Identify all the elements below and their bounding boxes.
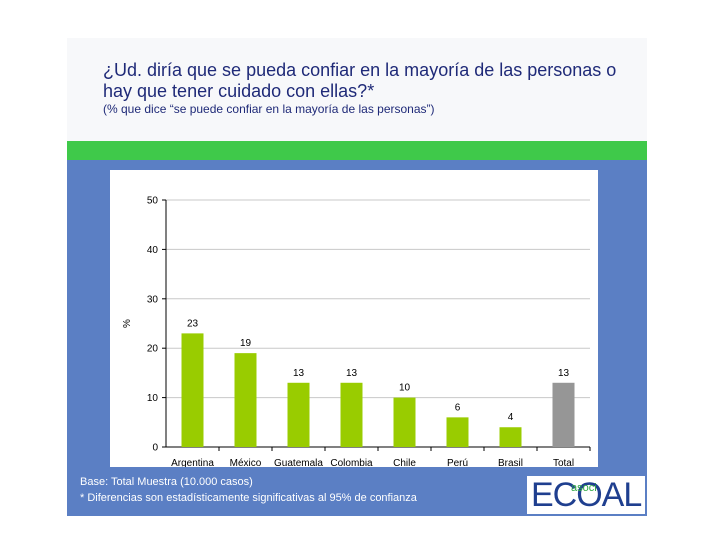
x-tick-label: Chile: [393, 458, 416, 467]
chart-question-title: ¿Ud. diría que se pueda confiar en la ma…: [103, 60, 617, 101]
data-label: 13: [558, 368, 570, 379]
bar: [552, 382, 575, 447]
y-tick-label: 30: [147, 294, 159, 305]
chart-panel: 0 10 20 30 40 50% 23 Argentina 19 México 13 Guatema…: [110, 170, 598, 467]
x-tick-label: Argentina: [171, 458, 214, 467]
bar: [499, 427, 522, 447]
data-label: 13: [293, 368, 305, 379]
data-label: 19: [240, 338, 252, 349]
bar: [287, 382, 310, 447]
blue-area: 0 10 20 30 40 50% 23 Argentina 19 México 13 Guatema…: [67, 160, 647, 516]
bar: [181, 333, 204, 447]
y-axis-label: %: [122, 319, 133, 328]
bar: [446, 417, 469, 447]
x-tick-label: México: [230, 458, 262, 467]
data-label: 23: [187, 318, 199, 329]
footnote-significance: * Diferencias son estadísticamente signi…: [80, 492, 417, 504]
data-label: 6: [455, 402, 461, 413]
x-tick-label: Guatemala: [274, 458, 323, 467]
y-tick-label: 10: [147, 393, 159, 404]
y-tick-label: 50: [147, 196, 159, 207]
slide: ¿Ud. diría que se pueda confiar en la ma…: [67, 38, 647, 516]
header: ¿Ud. diría que se pueda confiar en la ma…: [67, 38, 647, 141]
bar-chart: 0 10 20 30 40 50% 23 Argentina 19 México 13 Guatema…: [122, 196, 591, 467]
y-tick-label: 20: [147, 344, 159, 355]
bar: [393, 397, 416, 447]
footnote-base: Base: Total Muestra (10.000 casos): [80, 476, 253, 488]
y-tick-label: 40: [147, 245, 159, 256]
green-band: [67, 141, 647, 160]
logo-main-text: ECOAL: [531, 476, 642, 514]
data-label: 13: [346, 368, 358, 379]
y-tick-label: 0: [152, 443, 158, 454]
x-tick-label: Colombia: [330, 458, 373, 467]
logo: ECOAL asoci: [527, 476, 645, 514]
bar: [234, 353, 257, 447]
logo-sub-text: asoci: [571, 482, 597, 494]
x-tick-label: Perú: [447, 458, 468, 467]
x-tick-label: Brasil: [498, 458, 523, 467]
chart-subtitle: (% que dice “se puede confiar en la mayo…: [103, 102, 435, 116]
data-label: 4: [508, 412, 514, 423]
bar: [340, 382, 363, 447]
x-tick-label: Total: [553, 458, 574, 467]
data-label: 10: [399, 383, 411, 394]
